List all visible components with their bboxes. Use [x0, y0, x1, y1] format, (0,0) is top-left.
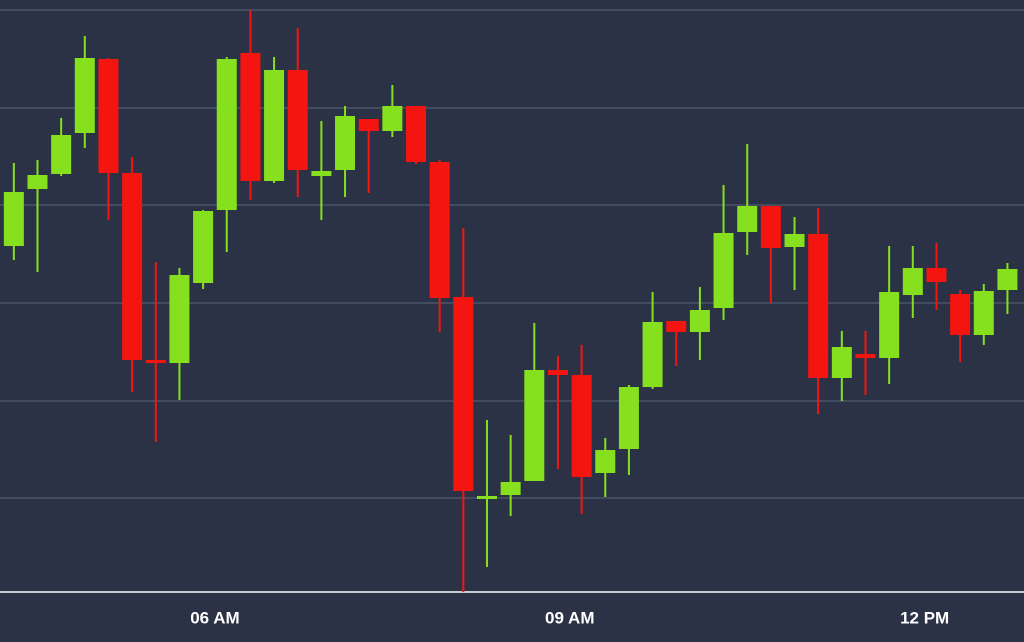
candle-body: [145, 360, 166, 363]
candle-body: [51, 135, 72, 174]
candle-body: [98, 59, 119, 173]
candle-body: [618, 387, 639, 449]
candle-body: [713, 233, 734, 308]
candle-body: [997, 269, 1018, 290]
candle-body: [689, 310, 710, 332]
candle-body: [264, 70, 285, 181]
candle-body: [500, 482, 521, 495]
candle-body: [216, 59, 237, 210]
candle-body: [311, 171, 332, 176]
x-tick-label: 09 AM: [545, 608, 594, 627]
candle-body: [737, 206, 758, 232]
x-tick-label: 06 AM: [190, 608, 239, 627]
candle-body: [855, 354, 876, 358]
candle-body: [193, 211, 214, 283]
candle-body: [74, 58, 95, 133]
candle-body: [926, 268, 947, 282]
candle-body: [287, 70, 308, 170]
candle-body: [760, 206, 781, 248]
candle-body: [240, 53, 261, 181]
candle-body: [831, 347, 852, 378]
candle-body: [902, 268, 923, 295]
candle-body: [547, 370, 568, 375]
candle-body: [476, 496, 497, 499]
candle-body: [784, 234, 805, 247]
candle-body: [571, 375, 592, 477]
candle-body: [666, 321, 687, 332]
candle-body: [335, 116, 356, 170]
candle-body: [27, 175, 48, 189]
candle-body: [358, 119, 379, 131]
candle-body: [595, 450, 616, 473]
x-tick-label: 12 PM: [900, 608, 949, 627]
candle-body: [122, 173, 143, 360]
candle-body: [642, 322, 663, 387]
candle-body: [169, 275, 190, 363]
candle-body: [879, 292, 900, 358]
candle-body: [808, 234, 829, 378]
candle-body: [453, 297, 474, 491]
candle-body: [3, 192, 24, 246]
candle-body: [382, 106, 403, 131]
candle-body: [406, 106, 427, 162]
candle-body: [524, 370, 545, 481]
candle-body: [429, 162, 450, 298]
candle-body: [973, 291, 994, 335]
candle-body: [950, 294, 971, 335]
